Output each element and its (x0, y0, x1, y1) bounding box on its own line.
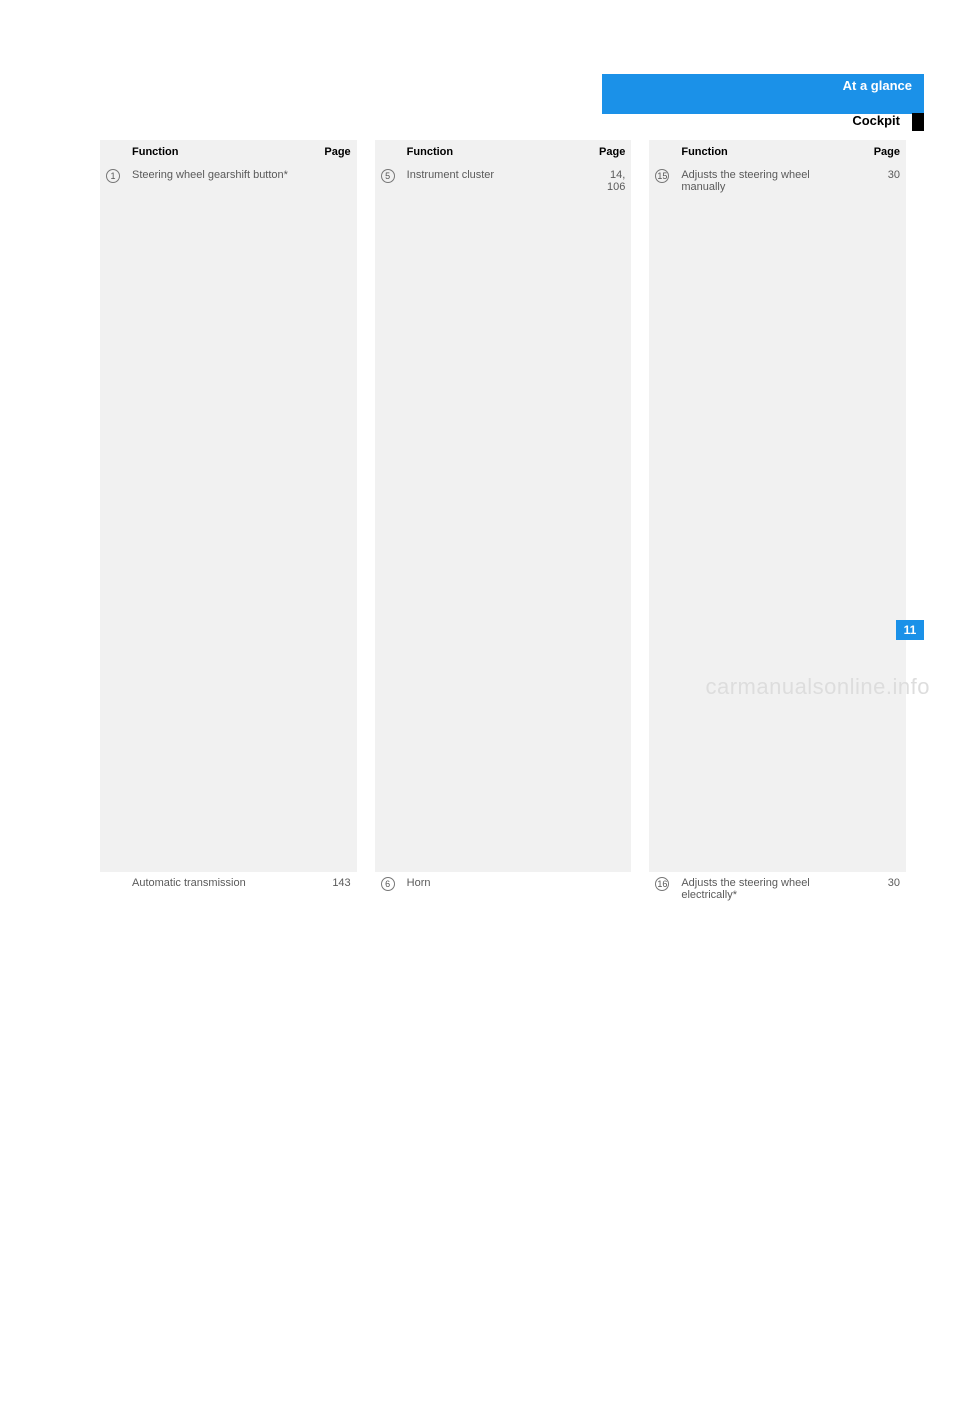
row-number: 16 (649, 872, 675, 1416)
function-table-2: Function Page 5 Instrument cluster14, 106… (375, 140, 632, 1416)
table-row: 16 Adjusts the steering wheel electricall… (649, 872, 906, 1416)
table-row: Automatic transmission143 (100, 872, 357, 1416)
watermark: carmanualsonline.info (705, 674, 930, 700)
row-number: 5 (375, 164, 401, 872)
col-function: Function (126, 140, 313, 164)
circled-number-icon: 16 (655, 877, 669, 891)
row-page: 30 (862, 164, 906, 872)
table-row: 6 Horn (375, 872, 632, 1416)
content-columns: Function Page 1 Steering wheel gearshift … (100, 140, 906, 1416)
col-function: Function (401, 140, 588, 164)
row-function: Automatic transmission (126, 872, 313, 1416)
col-page: Page (862, 140, 906, 164)
row-function: Adjusts the steering wheel electrically* (675, 872, 862, 1416)
section-title: At a glance (843, 78, 912, 93)
row-number: 1 (100, 164, 126, 872)
table-body-1: 1 Steering wheel gearshift button*Automat… (100, 164, 357, 1416)
circled-number-icon: 6 (381, 877, 395, 891)
column-2: Function Page 5 Instrument cluster14, 106… (375, 140, 632, 1416)
circled-number-icon: 15 (655, 169, 669, 183)
column-3: Function Page 15 Adjusts the steering whe… (649, 140, 906, 1416)
row-page: 30 (862, 872, 906, 1416)
row-page: 143 (313, 872, 357, 1416)
col-blank (100, 140, 126, 164)
row-number: 6 (375, 872, 401, 1416)
row-page (313, 164, 357, 872)
row-page: 14, 106 (587, 164, 631, 872)
table-row: 5 Instrument cluster14, 106 (375, 164, 632, 872)
table-row: 15 Adjusts the steering wheel manually30 (649, 164, 906, 872)
row-page (587, 872, 631, 1416)
row-number (100, 872, 126, 1416)
circled-number-icon: 5 (381, 169, 395, 183)
row-function: Horn (401, 872, 588, 1416)
table-body-2: 5Instrument cluster14, 1066Horn7Linguatr… (375, 164, 632, 1416)
function-table-1: Function Page 1 Steering wheel gearshift … (100, 140, 357, 1416)
manual-page: At a glance Cockpit Function Page 1Steer… (0, 0, 960, 708)
subsection-marker (912, 113, 924, 131)
table-body-3: 15Adjusts the steering wheel manually301… (649, 164, 906, 1416)
row-function: Steering wheel gearshift button* (126, 164, 313, 872)
col-blank (649, 140, 675, 164)
column-1: Function Page 1 Steering wheel gearshift … (100, 140, 357, 1416)
col-function: Function (675, 140, 862, 164)
row-function: Instrument cluster (401, 164, 588, 872)
section-header: At a glance (602, 74, 924, 114)
table-row: 1 Steering wheel gearshift button* (100, 164, 357, 872)
page-number: 11 (896, 620, 924, 640)
col-page: Page (313, 140, 357, 164)
col-blank (375, 140, 401, 164)
function-table-3: Function Page 15 Adjusts the steering whe… (649, 140, 906, 1416)
row-number: 15 (649, 164, 675, 872)
row-function: Adjusts the steering wheel manually (675, 164, 862, 872)
col-page: Page (587, 140, 631, 164)
circled-number-icon: 1 (106, 169, 120, 183)
